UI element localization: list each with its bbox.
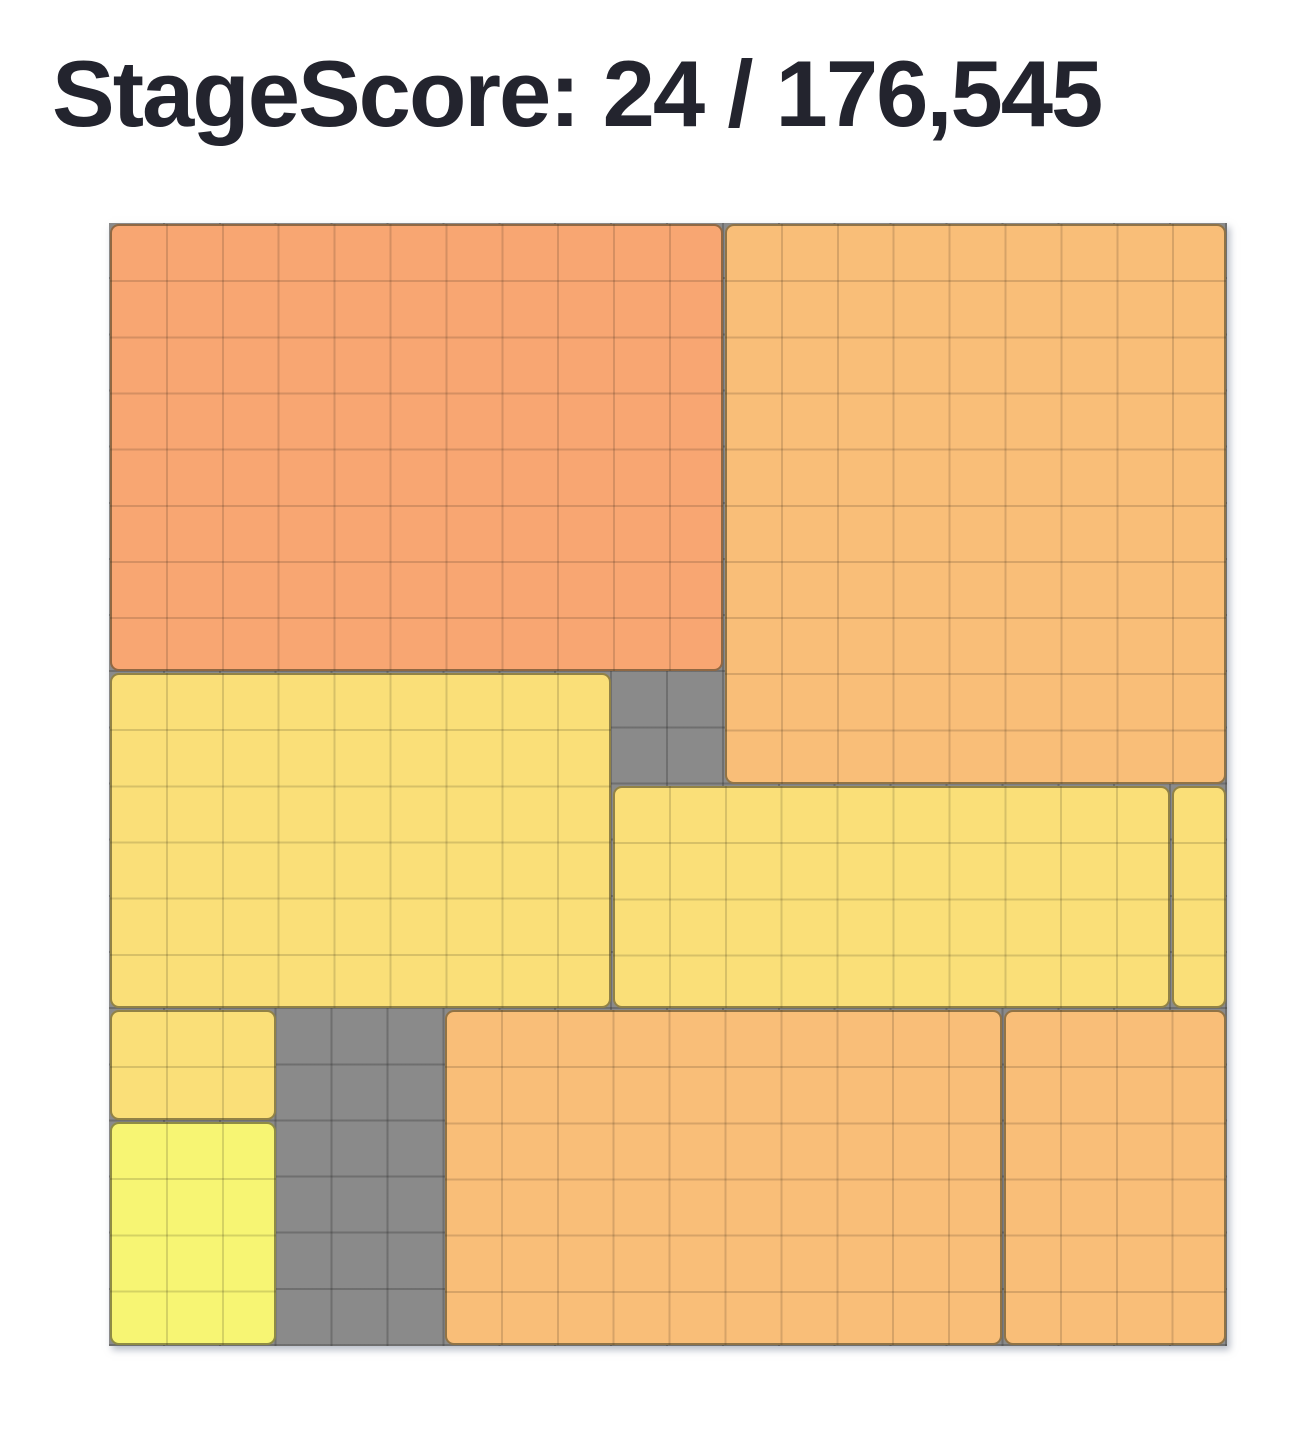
puzzle-board[interactable] (109, 223, 1227, 1346)
stage-score-title: StageScore: 24 / 176,545 (52, 41, 1103, 146)
bright-yellow-block-bottom-left[interactable] (110, 1122, 276, 1345)
orange-block-top-right[interactable] (724, 224, 1226, 784)
yellow-block-left[interactable] (110, 673, 612, 1009)
orange-block-bottom-right[interactable] (1004, 1010, 1226, 1345)
yellow-block-small-left[interactable] (110, 1010, 276, 1121)
orange-block-bottom-left[interactable] (445, 1010, 1003, 1345)
salmon-block-top-left[interactable] (110, 224, 723, 672)
yellow-strip-right-edge[interactable] (1172, 785, 1226, 1009)
yellow-block-middle[interactable] (613, 785, 1171, 1009)
